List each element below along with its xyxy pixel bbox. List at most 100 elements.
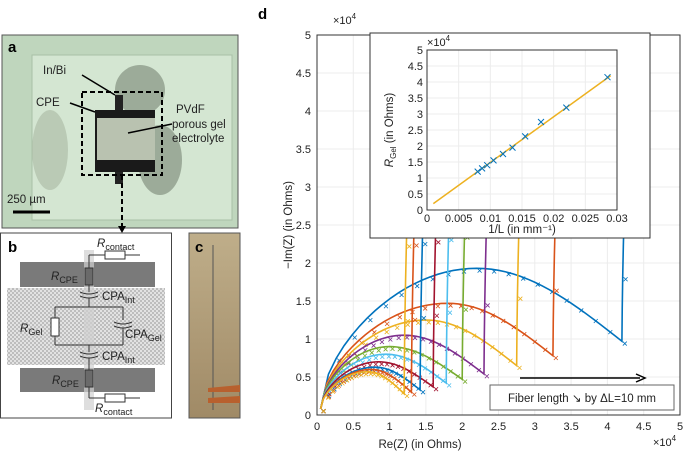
data-point-marker <box>511 324 517 330</box>
data-point-marker <box>509 144 516 151</box>
data-point-marker <box>420 337 426 342</box>
data-point-marker <box>440 378 446 384</box>
data-point-marker <box>521 331 527 337</box>
gel-electrolyte <box>97 118 155 160</box>
data-point-marker <box>383 347 388 352</box>
data-point-marker <box>553 355 559 361</box>
fit-line <box>319 35 474 410</box>
data-point-marker <box>412 335 418 341</box>
inset-y-axis-label: RGel (in Ohms) <box>384 93 398 168</box>
data-point-marker <box>483 161 491 169</box>
label-cpe: CPE <box>36 97 60 109</box>
y-tick-label: 3 <box>305 182 311 194</box>
data-point-marker <box>499 351 504 357</box>
r-contact-top-label: Rcontact <box>97 238 135 252</box>
data-point-marker <box>390 346 395 352</box>
inset-y-multiplier: ×104 <box>427 34 451 49</box>
data-point-marker <box>469 305 474 311</box>
data-point-marker <box>422 306 428 311</box>
data-point-marker <box>392 354 398 360</box>
x-axis-label: Re(Z) (in Ohms) <box>378 439 461 451</box>
cpa-int-top-label: CPAInt <box>102 291 135 305</box>
scale-bar-label: 250 µm <box>7 194 46 206</box>
data-point-marker <box>393 383 399 389</box>
data-point-marker <box>508 358 513 364</box>
data-point-marker <box>448 369 453 374</box>
data-point-marker <box>445 20 449 24</box>
data-point-marker <box>484 373 490 379</box>
data-point-marker <box>336 358 342 363</box>
data-point-marker <box>383 303 389 309</box>
y-tick-label: 0.5 <box>296 372 311 384</box>
data-point-marker <box>401 390 406 395</box>
r-cpe-bottom-label: RCPE <box>52 375 79 389</box>
data-point-marker <box>352 335 358 340</box>
r-contact-bottom-label: Rcontact <box>95 403 133 417</box>
data-point-marker <box>349 375 355 381</box>
data-point-marker <box>435 303 441 309</box>
data-point-marker <box>406 369 412 374</box>
data-point-marker <box>346 361 351 366</box>
panel-label-d: d <box>258 6 267 23</box>
fit-line <box>319 35 416 410</box>
panel-b: b Rcontact RCPE CPAInt RGel CPAGel CPAIn… <box>0 232 172 419</box>
data-point-marker <box>411 382 417 388</box>
inset-x-tick-label: 0.005 <box>445 213 473 225</box>
data-point-marker <box>379 374 384 379</box>
data-point-marker <box>532 339 538 345</box>
y-tick-label: 1 <box>305 334 311 346</box>
data-point-marker <box>404 357 410 362</box>
data-point-marker <box>420 389 426 395</box>
y-tick-label: 2.5 <box>296 220 311 232</box>
inset-y-tick-label: 0 <box>417 205 423 217</box>
data-point-marker <box>448 303 453 308</box>
data-point-marker <box>368 371 374 377</box>
data-point-marker <box>434 374 440 379</box>
data-point-marker <box>578 308 584 313</box>
data-point-marker <box>474 20 478 24</box>
inset-x-tick-label: 0 <box>424 213 430 225</box>
data-point-marker <box>416 386 421 391</box>
annotation-box <box>489 384 675 411</box>
data-point-marker <box>521 133 529 140</box>
panel-label-b: b <box>8 239 17 256</box>
data-point-marker <box>471 333 477 338</box>
data-point-marker <box>490 313 495 318</box>
data-point-marker <box>434 313 440 319</box>
data-point-marker <box>436 240 441 245</box>
data-point-marker <box>404 335 410 340</box>
data-point-marker <box>433 386 439 392</box>
data-point-marker <box>490 344 495 350</box>
x-tick-label: 2 <box>459 421 465 433</box>
data-point-marker <box>382 375 388 381</box>
data-point-marker <box>447 310 453 315</box>
x-tick-label: 5 <box>677 421 683 433</box>
x-tick-label: 0.5 <box>346 421 361 433</box>
data-point-marker <box>344 378 350 383</box>
data-point-marker <box>372 371 377 377</box>
data-point-marker <box>340 381 345 386</box>
data-point-marker <box>414 243 419 248</box>
x-tick-label: 2.5 <box>491 421 506 433</box>
inset-y-tick-label: 1 <box>417 173 423 185</box>
data-point-marker <box>395 364 401 370</box>
y-tick-label: 2 <box>305 258 311 270</box>
data-point-marker <box>366 357 372 363</box>
data-point-marker <box>463 307 469 312</box>
data-point-marker <box>386 378 392 383</box>
data-point-marker <box>634 20 638 24</box>
inset-y-tick-label: 3 <box>417 109 423 121</box>
data-point-marker <box>554 288 559 294</box>
data-point-marker <box>517 365 522 371</box>
y-tick-label: 3.5 <box>296 144 311 156</box>
inset-x-tick-label: 0.015 <box>508 213 536 225</box>
data-point-marker <box>426 319 432 325</box>
label-inbi: In/Bi <box>43 65 66 77</box>
data-point-marker <box>537 118 545 126</box>
data-point-marker <box>564 298 570 303</box>
data-point-marker <box>384 368 390 373</box>
y-axis-label: −Im(Z) (in Ohms) <box>283 181 295 269</box>
data-point-marker <box>478 165 486 172</box>
data-point-marker <box>441 364 446 370</box>
data-point-marker <box>412 350 417 355</box>
